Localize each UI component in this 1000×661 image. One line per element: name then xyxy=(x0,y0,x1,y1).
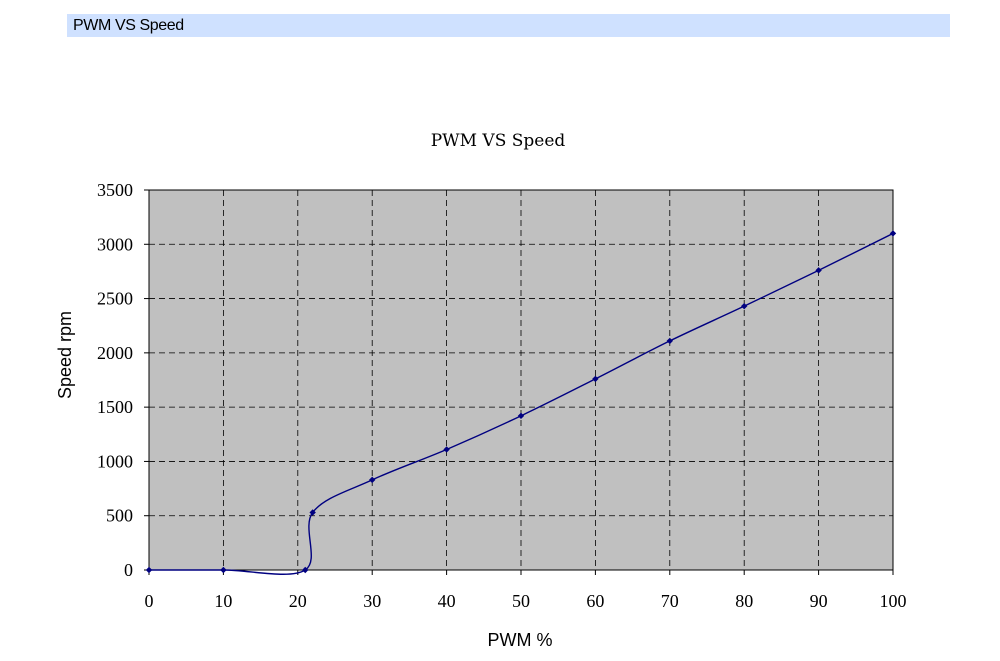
x-axis-label: PWM % xyxy=(488,630,553,650)
x-tick-label: 30 xyxy=(363,591,381,611)
data-point xyxy=(220,566,227,574)
data-point xyxy=(889,230,897,237)
series-line xyxy=(149,232,894,575)
x-tick-label: 10 xyxy=(214,591,232,611)
section-header-title: PWM VS Speed xyxy=(73,17,184,34)
x-tick-label: 80 xyxy=(735,591,753,611)
y-tick-label: 1000 xyxy=(97,451,133,471)
x-tick-label: 70 xyxy=(661,591,679,611)
axis-ticks: 0 10 20 30 40 50 60 70 80 90 100050010001500200025… xyxy=(97,180,907,611)
data-point xyxy=(592,375,599,383)
x-tick-label: 100 xyxy=(880,591,907,611)
y-tick-label: 1500 xyxy=(97,397,133,417)
x-tick-label: 90 xyxy=(810,591,828,611)
data-point xyxy=(369,476,376,484)
x-tick-label: 20 xyxy=(289,591,307,611)
x-tick-label: 50 xyxy=(512,591,530,611)
data-point xyxy=(302,566,309,574)
y-tick-label: 500 xyxy=(106,506,133,526)
data-point xyxy=(815,267,822,274)
data-point xyxy=(309,509,316,516)
y-tick-label: 2000 xyxy=(97,343,133,363)
y-tick-label: 2500 xyxy=(97,289,133,309)
data-point xyxy=(666,337,673,345)
series-layer xyxy=(145,230,897,575)
x-tick-label: 0 xyxy=(145,591,154,611)
data-point xyxy=(741,302,748,310)
y-tick-label: 0 xyxy=(124,560,133,580)
chart-title: PWM VS Speed xyxy=(431,131,566,151)
x-tick-label: 40 xyxy=(438,591,456,611)
data-point xyxy=(145,566,153,574)
grid-lines xyxy=(149,190,893,570)
y-axis-label: Speed rpm xyxy=(55,311,75,399)
y-tick-label: 3000 xyxy=(97,234,133,254)
data-point xyxy=(443,446,450,453)
data-point xyxy=(517,412,525,420)
y-tick-label: 3500 xyxy=(97,180,133,200)
section-header-bar: PWM VS Speed xyxy=(67,14,950,37)
x-tick-label: 60 xyxy=(586,591,604,611)
